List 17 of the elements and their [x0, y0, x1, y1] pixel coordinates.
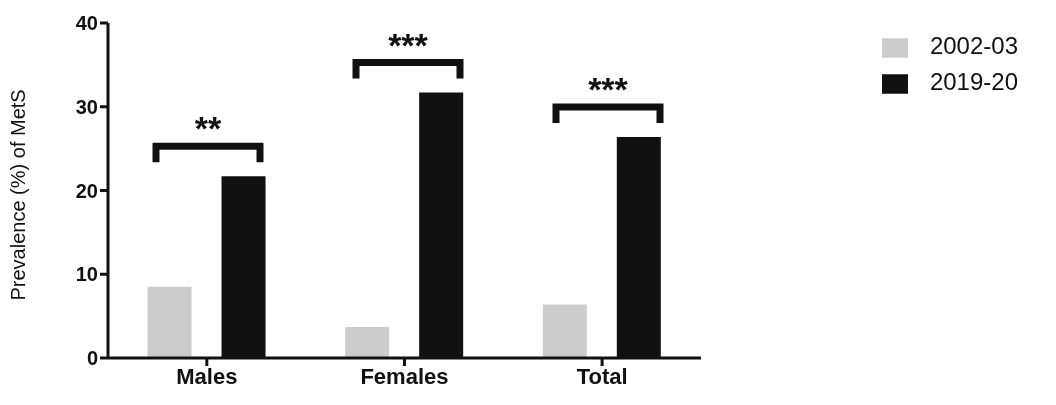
- annotation: ***: [388, 25, 429, 64]
- legend-label: 2019-20: [929, 68, 1018, 95]
- y-axis-title: Prevalence (%) of MetS: [7, 89, 30, 301]
- bar: [345, 327, 390, 358]
- y-tick-label: 10: [75, 263, 98, 286]
- x-tick-label: Total: [576, 363, 628, 389]
- y-tick-label: 0: [86, 347, 98, 370]
- bar: [542, 304, 587, 358]
- x-tick-label: Females: [360, 363, 449, 389]
- y-tick-label: 40: [75, 12, 98, 35]
- legend-label: 2002-03: [929, 32, 1018, 59]
- bar: [147, 286, 192, 358]
- x-tick-label: Males: [176, 363, 238, 389]
- y-tick-label: 30: [75, 95, 98, 118]
- annotation: **: [194, 109, 222, 148]
- annotation: ***: [588, 69, 629, 108]
- y-tick-label: 20: [75, 179, 98, 202]
